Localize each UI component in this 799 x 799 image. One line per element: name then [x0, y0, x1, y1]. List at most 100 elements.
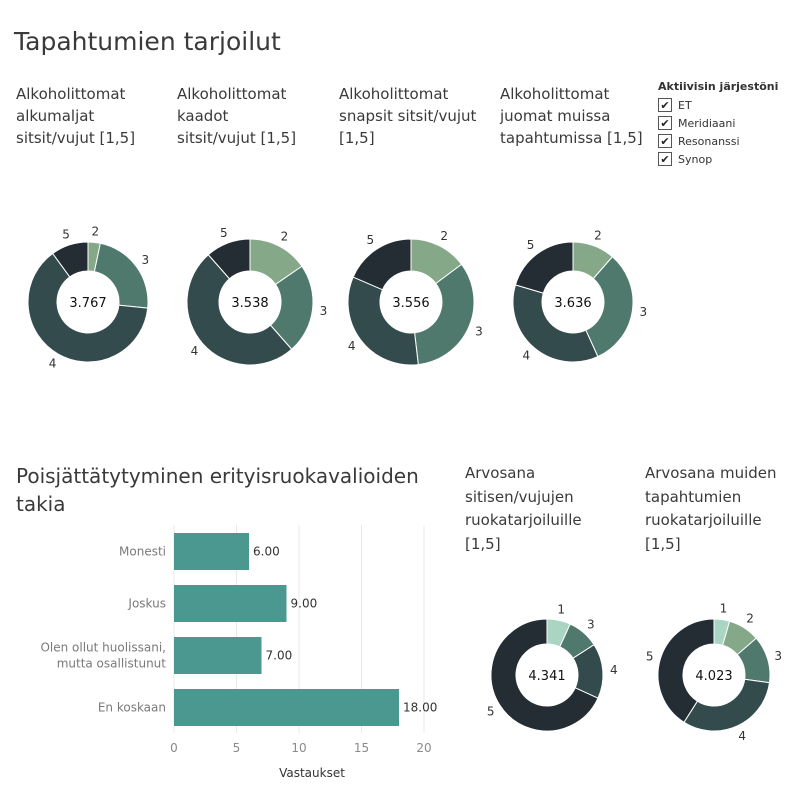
donut-slice-label: 2 — [92, 224, 100, 238]
donut-title-line: ruokatarjoiluille — [645, 511, 762, 529]
donut-center-value: 3.767 — [69, 296, 106, 311]
donut-title-line: ruokatarjoiluille — [465, 511, 582, 529]
donut-slice-label: 5 — [220, 226, 228, 240]
donut-title-line: tapahtumien — [645, 487, 742, 506]
filter-item-synop[interactable]: ✔ Synop — [658, 150, 778, 168]
donut-slice-label: 4 — [610, 663, 618, 677]
donut-slice-label: 2 — [440, 229, 448, 243]
donut-title-muut-ruoka: Arvosana muiden tapahtumien ruokatarjoil… — [645, 462, 799, 556]
donut-slice-label: 3 — [587, 617, 595, 631]
filter-item-label: Synop — [678, 152, 713, 166]
donut-slice-5 — [490, 618, 599, 732]
donut-slice-label: 3 — [639, 305, 647, 319]
x-tick-label: 20 — [416, 741, 431, 755]
section-title-line: Poisjättätytyminen erityisruokavalioiden — [16, 464, 419, 488]
donut-title-line: sitsit/vujut [1,5] — [177, 129, 297, 147]
donut-center-value: 4.023 — [695, 669, 732, 684]
donut-title-line: alkumaljat — [16, 107, 95, 125]
donut-slice-label: 5 — [367, 233, 375, 247]
donut-title-line: sitisen/vujujen — [465, 487, 574, 506]
bar-value-label: 6.00 — [253, 545, 280, 559]
donut-chart-2: 2 3 4 5 3.556 — [347, 229, 483, 366]
checkbox-checked-icon[interactable]: ✔ — [658, 116, 672, 130]
donut-title-line: juomat muissa — [500, 107, 611, 125]
donut-title-alkumaljat: Alkoholittomat alkumaljat sitsit/vujut [… — [16, 83, 176, 149]
donut-slice-label: 1 — [557, 603, 565, 617]
donut-slice-label: 5 — [62, 227, 70, 241]
donut-slice-3 — [414, 263, 475, 366]
donut-slice-label: 3 — [142, 253, 150, 267]
organization-filter: Aktiivisin järjestöni ✔ ET ✔ Meridiaani … — [658, 80, 778, 168]
section-title-line: takia — [16, 492, 66, 516]
donut-slice-label: 4 — [191, 344, 199, 358]
bar-chart: 0 5 10 15 20 6.00 Monesti 9.00 Joskus 7.00 Olen ol… — [40, 525, 437, 780]
donut-title-line: Alkoholittomat — [500, 85, 610, 103]
donut-chart-5: 1 3 4 5 4.341 — [487, 603, 618, 732]
bar — [174, 533, 249, 570]
category-label: mutta osallistunut — [57, 657, 167, 671]
donut-center-value: 3.636 — [554, 296, 591, 311]
donut-title-line: snapsit sitsit/vujut — [339, 107, 477, 125]
donut-slice-label: 2 — [594, 229, 602, 243]
donut-center-value: 3.556 — [392, 296, 429, 311]
x-axis-title: Vastaukset — [279, 766, 345, 780]
donut-title-line: kaadot — [177, 107, 229, 125]
bar — [174, 689, 399, 726]
donut-slice-5 — [352, 238, 412, 291]
donut-title-line: Alkoholittomat — [16, 85, 126, 103]
category-label: Joskus — [127, 597, 166, 611]
donut-title-line: Alkoholittomat — [177, 85, 287, 103]
category-label: Monesti — [119, 545, 166, 559]
x-tick-label: 5 — [233, 741, 241, 755]
donut-title-sitsit-ruoka: Arvosana sitisen/vujujen ruokatarjoiluil… — [465, 462, 625, 556]
bar-section-title: Poisjättätytyminen erityisruokavalioiden… — [16, 462, 436, 518]
x-tick-label: 15 — [354, 741, 369, 755]
donut-chart-3: 2 3 4 5 3.636 — [512, 229, 647, 363]
donut-slice-label: 5 — [487, 704, 495, 718]
donut-slice-label: 4 — [738, 729, 746, 743]
donut-title-line: [1,5] — [339, 129, 375, 147]
donut-slice-label: 3 — [774, 649, 782, 663]
donut-center-value: 4.341 — [528, 669, 565, 684]
donut-slice-5 — [514, 241, 574, 294]
donut-slice-label: 4 — [348, 339, 356, 353]
page-title: Tapahtumien tarjoilut — [14, 27, 281, 56]
donut-slice-5 — [52, 241, 89, 278]
donut-slice-5 — [207, 238, 251, 280]
x-tick-label: 0 — [170, 741, 178, 755]
checkbox-checked-icon[interactable]: ✔ — [658, 152, 672, 166]
donut-slice-label: 5 — [527, 238, 535, 252]
donut-slice-5 — [657, 618, 715, 723]
donut-slice-label: 2 — [281, 229, 289, 243]
filter-item-meridiaani[interactable]: ✔ Meridiaani — [658, 114, 778, 132]
donut-slice-4 — [512, 284, 599, 363]
bar-value-label: 7.00 — [266, 649, 293, 663]
donut-title-line: Arvosana muiden — [645, 464, 777, 482]
donut-chart-6: 1 2 3 4 5 4.023 — [646, 602, 782, 743]
donut-title-kaadot: Alkoholittomat kaadot sitsit/vujut [1,5] — [177, 83, 337, 149]
filter-item-et[interactable]: ✔ ET — [658, 96, 778, 114]
donut-title-line: sitsit/vujut [1,5] — [16, 129, 136, 147]
donut-title-snapsit: Alkoholittomat snapsit sitsit/vujut [1,5… — [339, 83, 499, 149]
category-label: Olen ollut huolissani, — [40, 641, 166, 655]
donut-slice-label: 2 — [746, 612, 754, 626]
filter-title: Aktiivisin järjestöni — [658, 80, 779, 93]
filter-item-resonanssi[interactable]: ✔ Resonanssi — [658, 132, 778, 150]
donut-slice-label: 4 — [523, 349, 531, 363]
donut-slice-4 — [186, 254, 293, 366]
donut-chart-1: 2 3 4 5 3.538 — [186, 226, 327, 366]
donut-center-value: 3.538 — [231, 296, 268, 311]
donut-slice-4 — [347, 276, 419, 366]
bar — [174, 585, 287, 622]
donut-slice-label: 4 — [49, 357, 57, 371]
bar — [174, 637, 262, 674]
donut-title-line: [1,5] — [465, 534, 501, 553]
donut-slice-label: 3 — [475, 324, 483, 338]
checkbox-checked-icon[interactable]: ✔ — [658, 98, 672, 112]
donut-title-line: Arvosana — [465, 464, 536, 482]
donut-slice-4 — [27, 252, 149, 363]
donut-title-line: [1,5] — [645, 534, 681, 553]
checkbox-checked-icon[interactable]: ✔ — [658, 134, 672, 148]
donut-slice-4 — [683, 678, 771, 732]
donut-chart-0: 2 3 4 5 3.767 — [27, 224, 150, 371]
